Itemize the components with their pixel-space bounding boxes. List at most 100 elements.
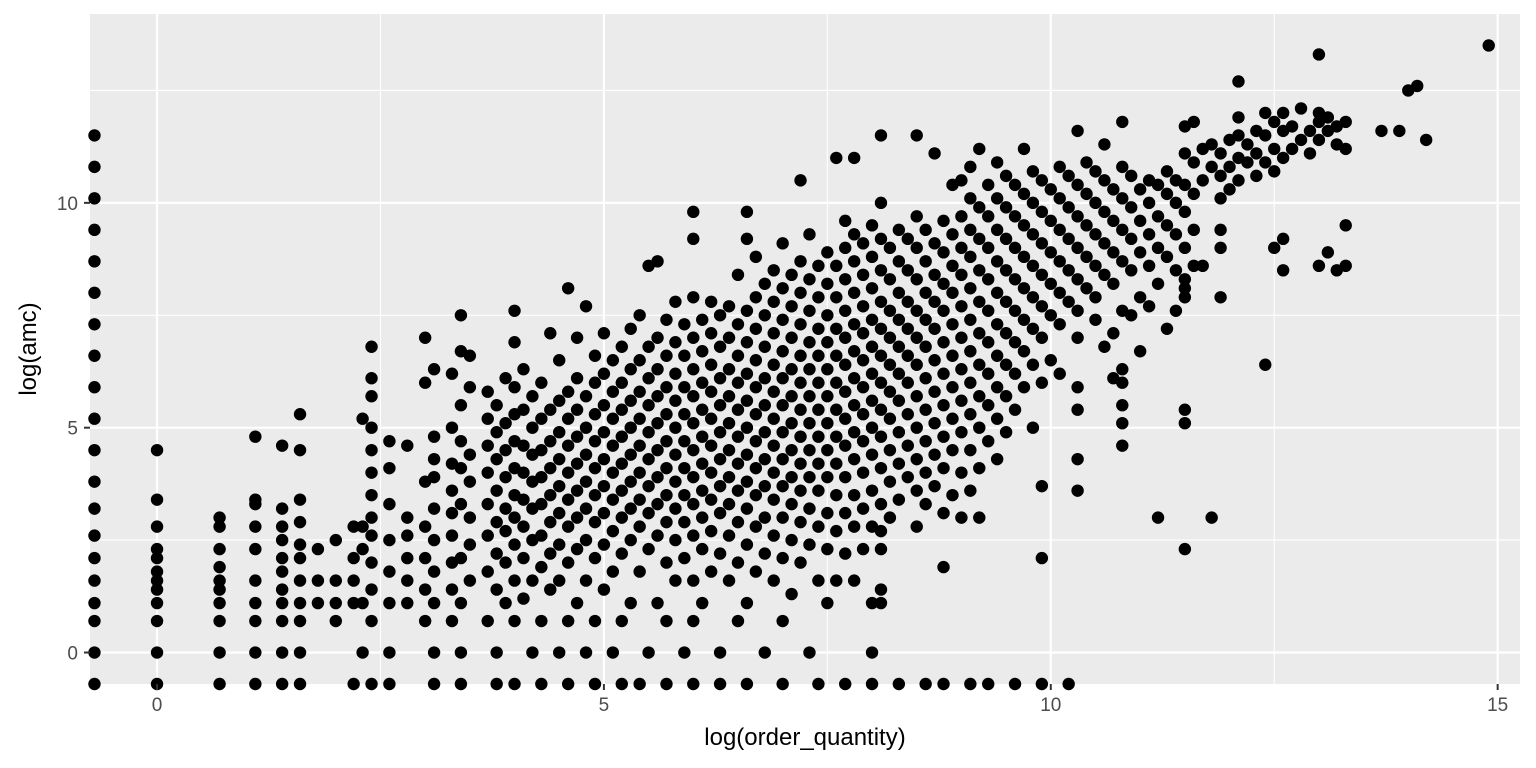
data-point	[606, 354, 620, 367]
data-point	[1125, 169, 1138, 183]
data-point	[401, 596, 414, 610]
x-tick-label: 0	[152, 695, 163, 716]
data-point	[830, 259, 843, 273]
data-point	[973, 232, 986, 246]
data-point	[1133, 183, 1147, 196]
data-point	[1026, 322, 1040, 335]
data-point	[1116, 376, 1129, 389]
data-point	[615, 340, 628, 353]
data-point	[812, 291, 825, 304]
data-point	[919, 255, 932, 268]
data-point	[553, 646, 566, 659]
data-point	[910, 241, 923, 255]
data-point	[490, 677, 503, 691]
data-point	[713, 506, 727, 520]
data-point	[1339, 142, 1352, 156]
data-point	[454, 646, 468, 659]
data-point	[704, 524, 718, 538]
data-point	[946, 381, 959, 394]
data-point	[964, 345, 977, 358]
data-point	[88, 318, 101, 331]
data-point	[794, 430, 807, 443]
data-point	[892, 286, 906, 299]
data-point	[1169, 196, 1183, 210]
data-point	[1312, 48, 1326, 61]
data-point	[731, 556, 745, 569]
data-point	[150, 551, 164, 565]
data-point	[1026, 421, 1040, 434]
data-point	[803, 538, 816, 551]
data-point	[347, 520, 360, 533]
data-point	[678, 434, 691, 448]
data-point	[1178, 147, 1192, 160]
data-point	[454, 497, 468, 511]
data-point	[839, 385, 852, 398]
data-point	[356, 520, 369, 533]
data-point	[1107, 327, 1120, 340]
data-point	[722, 529, 736, 542]
data-point	[1223, 160, 1236, 174]
data-point	[856, 327, 870, 340]
data-point	[365, 488, 378, 502]
data-point	[937, 506, 950, 520]
data-point	[1035, 376, 1049, 389]
data-point	[865, 340, 879, 353]
data-point	[624, 322, 637, 335]
data-point	[704, 493, 718, 506]
data-point	[481, 529, 494, 542]
data-point	[722, 363, 736, 376]
data-point	[704, 295, 718, 308]
data-point	[1151, 178, 1165, 192]
data-point	[454, 596, 468, 610]
data-point	[1125, 264, 1138, 277]
data-point	[1017, 219, 1031, 232]
data-point	[874, 264, 888, 277]
data-point	[704, 358, 718, 371]
data-point	[544, 488, 557, 502]
data-point	[669, 533, 682, 547]
data-point	[1044, 246, 1057, 259]
data-point	[865, 421, 879, 434]
data-point	[454, 399, 468, 412]
data-point	[88, 443, 101, 457]
data-point	[973, 201, 986, 214]
data-point	[669, 574, 682, 587]
data-point	[678, 488, 691, 502]
data-point	[990, 192, 1004, 205]
data-point	[847, 574, 861, 587]
data-point	[758, 340, 771, 353]
data-point	[982, 210, 995, 223]
data-point	[731, 403, 745, 416]
data-point	[731, 614, 745, 628]
data-point	[383, 646, 396, 659]
data-point	[365, 340, 378, 353]
data-point	[427, 533, 441, 547]
data-point	[776, 372, 789, 385]
data-point	[427, 363, 441, 376]
data-point	[1187, 115, 1200, 129]
data-point	[463, 538, 477, 551]
data-point	[821, 363, 834, 376]
data-point	[1062, 169, 1075, 183]
data-point	[865, 646, 879, 659]
data-point	[812, 376, 825, 389]
data-point	[928, 448, 941, 461]
data-point	[919, 372, 932, 385]
data-point	[508, 614, 521, 628]
data-point	[561, 412, 575, 425]
data-point	[615, 614, 628, 628]
data-point	[946, 286, 959, 299]
data-point	[874, 196, 888, 210]
data-point	[481, 385, 494, 398]
data-point	[1214, 241, 1227, 255]
data-point	[1080, 282, 1093, 295]
data-point	[615, 677, 628, 691]
data-point	[1008, 367, 1022, 380]
data-point	[418, 520, 432, 533]
data-point	[249, 493, 262, 506]
data-point	[883, 331, 897, 344]
data-point	[678, 318, 691, 331]
data-point	[803, 470, 816, 484]
data-point	[561, 614, 575, 628]
data-point	[821, 277, 834, 290]
